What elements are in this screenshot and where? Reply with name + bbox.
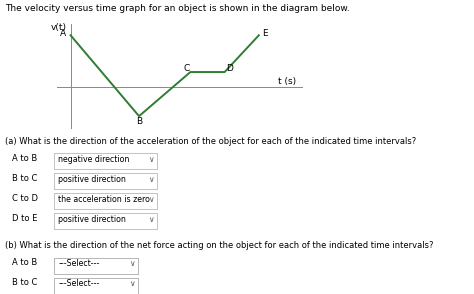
Text: D to E: D to E <box>12 214 37 223</box>
Text: (b) What is the direction of the net force acting on the object for each of the : (b) What is the direction of the net for… <box>5 241 433 250</box>
Text: ---Select---: ---Select--- <box>58 259 100 268</box>
Text: ∨: ∨ <box>129 279 135 288</box>
Text: C: C <box>183 64 190 73</box>
Text: A to B: A to B <box>12 154 37 163</box>
Text: ∨: ∨ <box>148 195 154 204</box>
Text: B to C: B to C <box>12 278 37 287</box>
Text: negative direction: negative direction <box>58 155 130 164</box>
Text: v(t): v(t) <box>51 23 67 32</box>
Text: B to C: B to C <box>12 174 37 183</box>
Text: ---Select---: ---Select--- <box>58 279 100 288</box>
Text: A to B: A to B <box>12 258 37 267</box>
Text: The velocity versus time graph for an object is shown in the diagram below.: The velocity versus time graph for an ob… <box>5 4 349 14</box>
Text: E: E <box>262 29 268 38</box>
Text: ∨: ∨ <box>148 175 154 184</box>
Text: D: D <box>226 64 233 73</box>
Text: the acceleration is zero: the acceleration is zero <box>58 195 150 204</box>
Text: (a) What is the direction of the acceleration of the object for each of the indi: (a) What is the direction of the acceler… <box>5 137 416 146</box>
Text: A: A <box>60 29 66 38</box>
Text: ∨: ∨ <box>148 155 154 164</box>
Text: C to D: C to D <box>12 194 38 203</box>
Text: ∨: ∨ <box>148 215 154 224</box>
Text: positive direction: positive direction <box>58 215 126 224</box>
Text: B: B <box>136 117 142 126</box>
Text: ∨: ∨ <box>129 259 135 268</box>
Text: t (s): t (s) <box>278 77 296 86</box>
Text: positive direction: positive direction <box>58 175 126 184</box>
